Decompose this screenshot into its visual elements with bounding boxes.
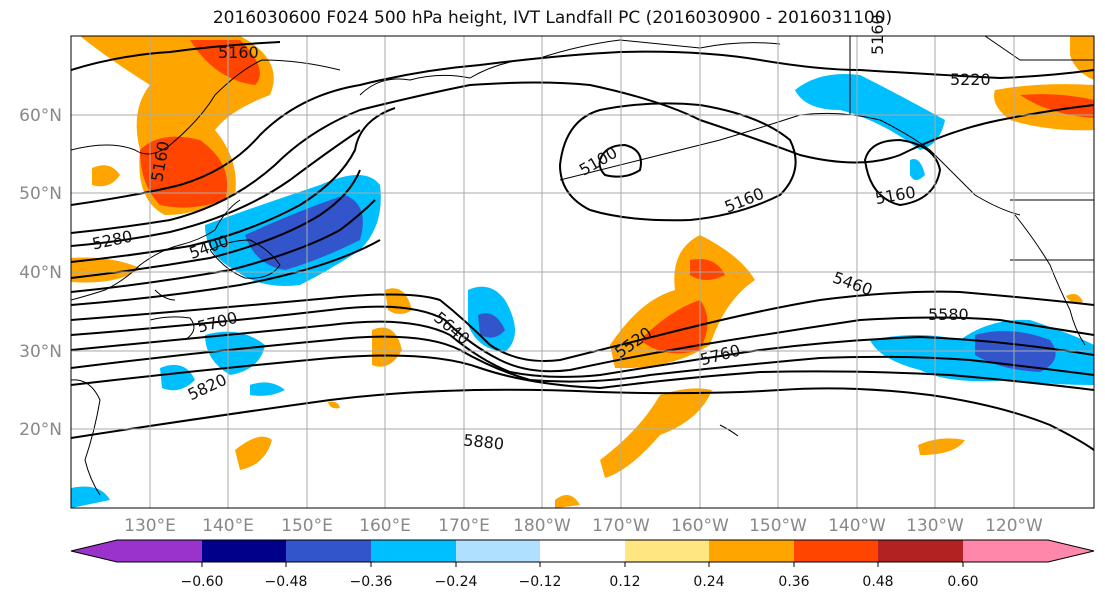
colorbar-segment (963, 540, 1094, 562)
contour-label: 5160 (868, 14, 887, 55)
colorbar-tick: −0.12 (519, 574, 562, 590)
colorbar-tick: 0.48 (862, 574, 893, 590)
colorbar-tick: −0.60 (181, 574, 224, 590)
colorbar-tick: 0.60 (947, 574, 978, 590)
ivt-positive-region (1066, 294, 1083, 304)
lat-label: 50°N (19, 184, 62, 204)
ivt-positive-region (1020, 94, 1094, 118)
height-contours (71, 41, 1094, 451)
colorbar-segment (709, 540, 794, 562)
graticule (71, 36, 1094, 508)
ivt-positive-region (80, 36, 274, 215)
colorbar-tick: 0.36 (778, 574, 809, 590)
lon-label: 170°E (438, 516, 490, 536)
ivt-positive-region (640, 300, 708, 354)
lon-label: 160°W (671, 516, 729, 536)
lon-label: 130°W (906, 516, 964, 536)
latitude-labels: 60°N 50°N 40°N 30°N 20°N (19, 106, 62, 440)
contour-label: 5220 (950, 70, 991, 89)
ivt-positive-region (235, 436, 272, 470)
colorbar-tick: 0.12 (609, 574, 640, 590)
colorbar-segment (794, 540, 878, 562)
ivt-negative-region (205, 331, 265, 375)
colorbar-segment (71, 540, 202, 562)
colorbar: −0.60 −0.48 −0.36 −0.24 −0.12 0.12 0.24 … (70, 539, 1095, 590)
colorbar-tick: −0.48 (265, 574, 308, 590)
lon-label: 120°W (985, 516, 1043, 536)
lat-label: 40°N (19, 263, 62, 283)
ivt-negative-region (478, 313, 505, 338)
ivt-negative-region (250, 382, 285, 396)
lon-label: 180°W (513, 516, 571, 536)
lon-label: 140°E (202, 516, 254, 536)
colorbar-tick: −0.36 (350, 574, 393, 590)
colorbar-segment (202, 540, 286, 562)
ivt-negative-region (795, 74, 945, 150)
map-title: 2016030600 F024 500 hPa height, IVT Land… (212, 8, 893, 28)
colorbar-outline (70, 539, 1095, 563)
lat-label: 30°N (19, 342, 62, 362)
colorbar-tick: −0.24 (435, 574, 478, 590)
ivt-positive-region (328, 401, 340, 409)
colorbar-segment (286, 540, 371, 562)
ivt-negative-region (71, 486, 110, 508)
colorbar-segment (878, 540, 963, 562)
lon-label: 140°W (828, 516, 886, 536)
lon-label: 170°W (592, 516, 650, 536)
longitude-labels: 130°E 140°E 150°E 160°E 170°E 180°W 170°… (124, 516, 1043, 536)
ivt-positive-region (190, 40, 260, 85)
lon-label: 150°E (281, 516, 333, 536)
colorbar-tick: 0.24 (693, 574, 724, 590)
colorbar-segment (371, 540, 456, 562)
ivt-positive-region (600, 388, 712, 478)
ivt-negative-region (245, 195, 363, 270)
map-frame (70, 35, 1095, 509)
ivt-positive-region (1070, 36, 1094, 80)
lon-label: 130°E (124, 516, 176, 536)
ivt-positive-region (918, 438, 965, 455)
ivt-positive-region (555, 495, 580, 508)
colorbar-segment (625, 540, 709, 562)
ivt-positive-region (690, 259, 725, 280)
ivt-positive-region (92, 165, 120, 187)
colorbar-segment (540, 540, 625, 562)
lat-label: 20°N (19, 420, 62, 440)
ivt-negative-region (910, 159, 925, 180)
lon-label: 160°E (359, 516, 411, 536)
lon-label: 150°W (749, 516, 807, 536)
contour-label: 5160 (218, 43, 259, 62)
lat-label: 60°N (19, 106, 62, 126)
contour-label: 5880 (462, 430, 504, 453)
contour-label: 5580 (928, 305, 969, 324)
colorbar-segment (456, 540, 540, 562)
